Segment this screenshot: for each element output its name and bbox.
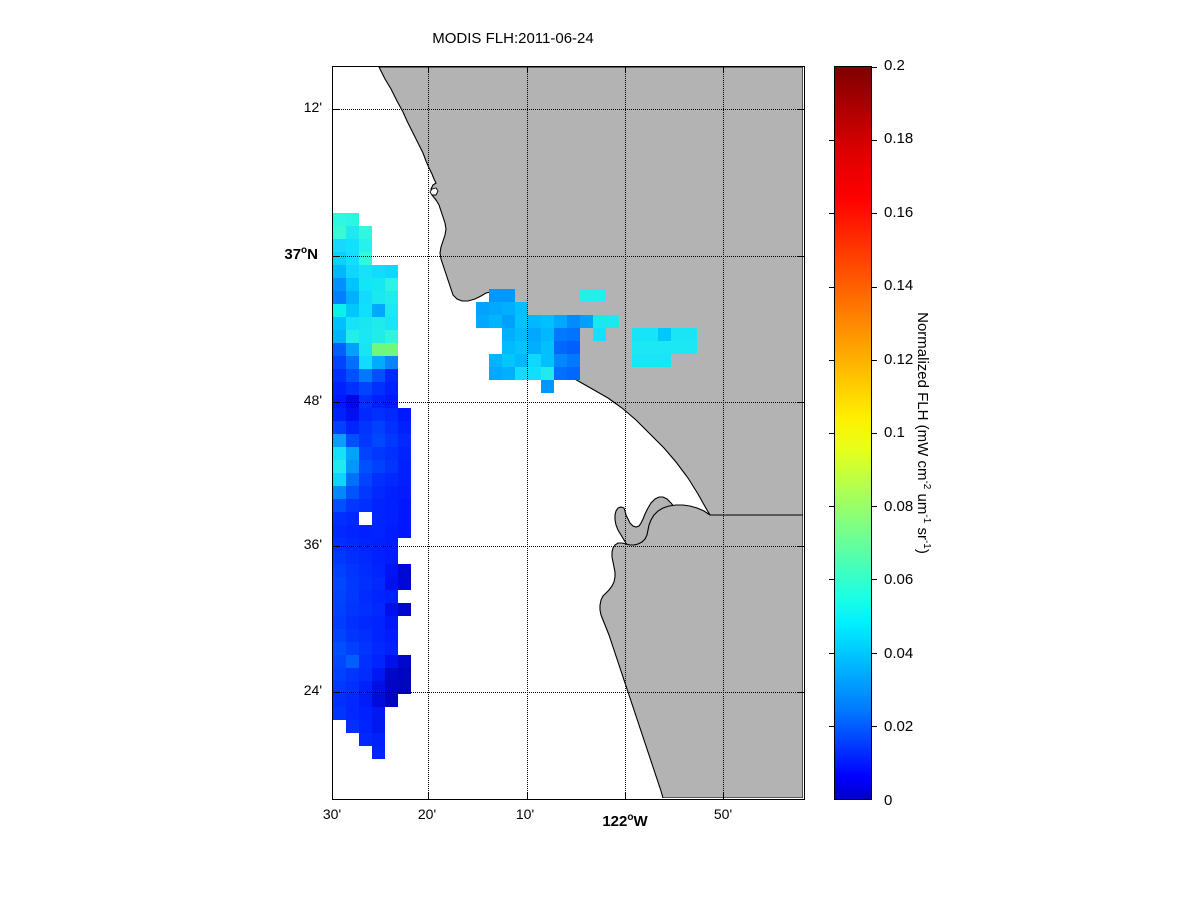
x-tick: [625, 793, 626, 799]
colorbar-tick: [871, 579, 877, 581]
colorbar-label-0.12: 0.12: [884, 351, 914, 368]
colorbar-tick: [871, 359, 877, 361]
colorbar-axis-label: Normalized FLH (mW cm-2 um-1 sr-1): [914, 312, 932, 554]
colorbar-label-0.14: 0.14: [884, 277, 914, 294]
x-tick: [428, 67, 429, 73]
colorbar-tick-inner: [829, 506, 835, 508]
y-tick: [333, 109, 339, 110]
colorbar: [829, 66, 877, 800]
colorbar-label-0.02: 0.02: [884, 718, 914, 735]
y-tick-label-37N: 37oN: [284, 245, 318, 263]
flh-data-raster: [333, 213, 697, 759]
x-tick: [723, 793, 724, 799]
y-tick: [798, 256, 804, 257]
colorbar-tick-inner: [829, 359, 835, 361]
map-axes: [332, 66, 805, 800]
y-tick: [798, 692, 804, 693]
coastal-lagoon: [429, 187, 439, 196]
colorbar-label-0: 0: [884, 792, 893, 809]
peninsula-coast: [599, 504, 803, 798]
colorbar-tick-inner: [829, 433, 835, 434]
colorbar-tick-inner: [829, 286, 835, 288]
y-tick: [798, 109, 804, 110]
x-tick-label-50min: 50': [713, 806, 733, 822]
colorbar-tick-inner: [829, 652, 835, 654]
colorbar-tick: [871, 433, 877, 434]
gridline-vertical: [723, 67, 724, 799]
gridline-horizontal: [333, 402, 804, 403]
colorbar-label-0.16: 0.16: [884, 204, 914, 221]
y-tick: [333, 402, 339, 403]
y-tick: [798, 546, 804, 547]
x-tick-label-20min: 20': [417, 806, 437, 822]
x-tick-label-10min: 10': [515, 806, 535, 822]
colorbar-tick: [871, 67, 877, 68]
colorbar-tick: [871, 286, 877, 288]
colorbar-tick-inner: [829, 725, 835, 727]
x-tick: [527, 67, 528, 73]
y-tick: [333, 256, 339, 257]
colorbar-label-0.18: 0.18: [884, 130, 914, 147]
gridline-horizontal: [333, 109, 804, 110]
colorbar-tick: [871, 506, 877, 508]
x-tick-label-122W: 122oW: [602, 812, 648, 830]
x-tick: [723, 67, 724, 73]
colorbar-tick: [871, 652, 877, 654]
map-graphics: [333, 67, 803, 798]
y-tick-label-24min: 24': [303, 682, 322, 698]
y-tick: [798, 402, 804, 403]
gridline-vertical: [527, 67, 528, 799]
colorbar-tick: [871, 213, 877, 215]
x-tick: [428, 793, 429, 799]
colorbar-tick-inner: [829, 140, 835, 142]
colorbar-label-0.08: 0.08: [884, 498, 914, 515]
x-tick: [625, 67, 626, 73]
gridline-vertical: [625, 67, 626, 799]
colorbar-tick-inner: [829, 213, 835, 215]
colorbar-tick-inner: [829, 579, 835, 581]
y-tick-label-48min: 48': [303, 392, 322, 408]
y-tick-label-12min: 12': [303, 99, 322, 115]
y-tick: [333, 692, 339, 693]
map-plot-area: [333, 67, 804, 799]
x-tick: [527, 793, 528, 799]
gridline-vertical: [428, 67, 429, 799]
colorbar-label-0.04: 0.04: [884, 645, 914, 662]
gridline-horizontal: [333, 546, 804, 547]
colorbar-label-0.06: 0.06: [884, 571, 914, 588]
colorbar-tick: [871, 725, 877, 727]
gridline-horizontal: [333, 256, 804, 257]
colorbar-gradient: [835, 67, 871, 799]
colorbar-label-0.1: 0.1: [884, 424, 905, 441]
x-tick-label-30min: 30': [322, 806, 342, 822]
y-tick: [333, 546, 339, 547]
figure-title: MODIS FLH:2011-06-24: [432, 30, 594, 47]
colorbar-tick: [871, 140, 877, 142]
colorbar-label-0.2: 0.2: [884, 57, 905, 74]
gridline-horizontal: [333, 692, 804, 693]
y-tick-label-36min: 36': [303, 536, 322, 552]
